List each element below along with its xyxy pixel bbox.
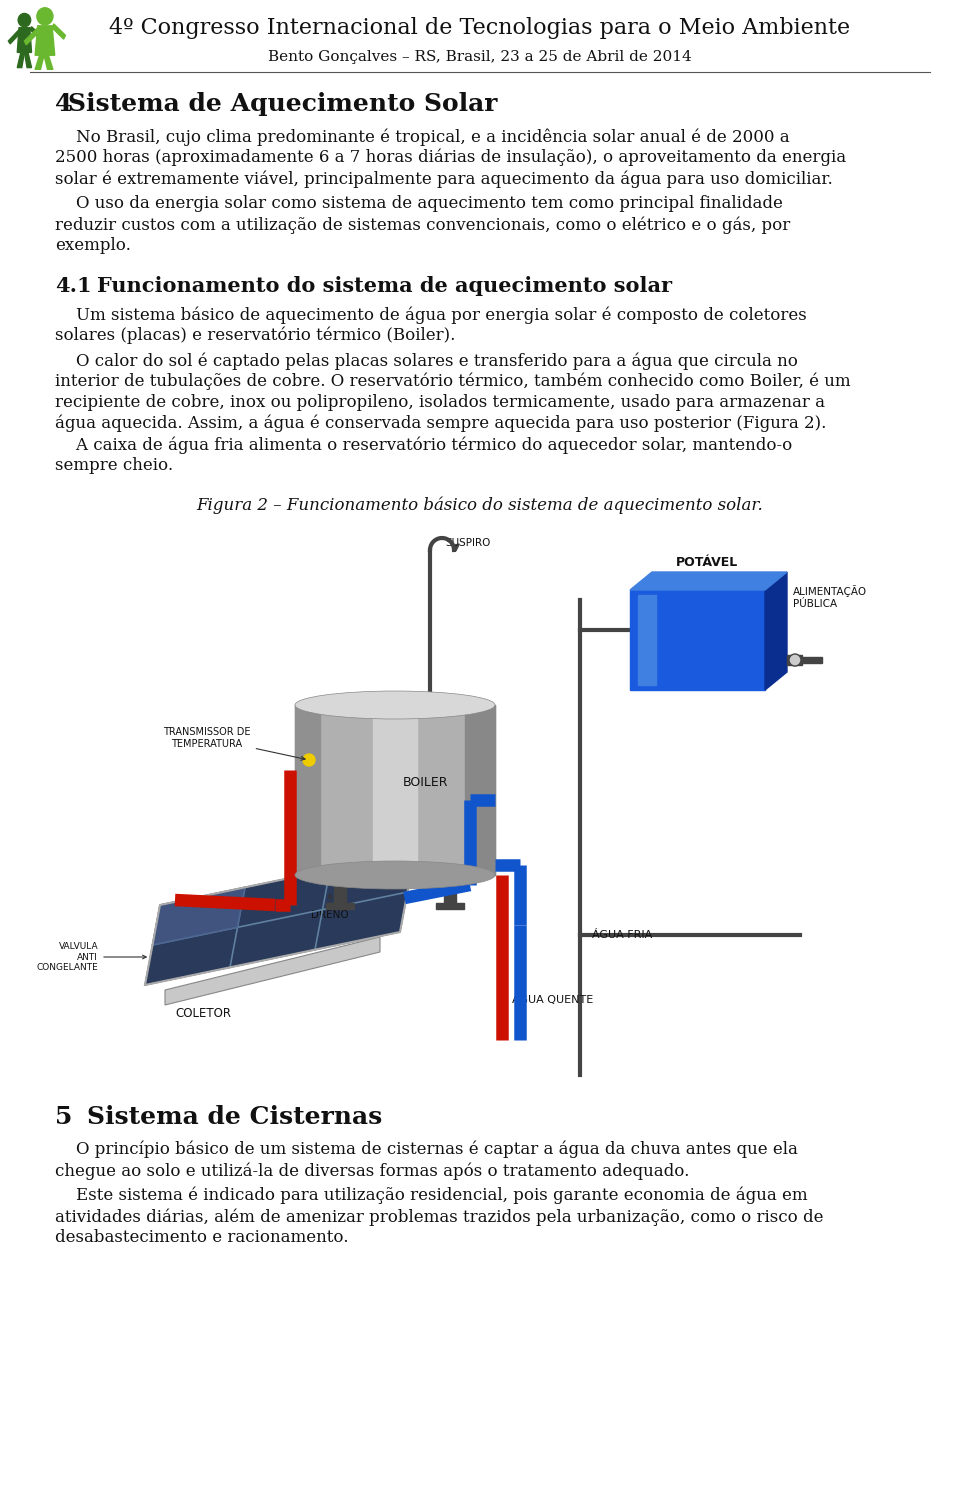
Polygon shape (17, 53, 24, 68)
Text: TRANSMISSOR DE
TEMPERATURA: TRANSMISSOR DE TEMPERATURA (163, 727, 305, 760)
Text: Funcionamento do sistema de aquecimento solar: Funcionamento do sistema de aquecimento … (97, 277, 672, 296)
Bar (326, 904, 354, 910)
Polygon shape (30, 27, 42, 39)
Polygon shape (9, 30, 21, 44)
Text: Sistema de Cisternas: Sistema de Cisternas (87, 1105, 382, 1129)
Polygon shape (24, 27, 39, 45)
Polygon shape (36, 26, 55, 56)
Polygon shape (165, 937, 380, 1005)
Text: recipiente de cobre, inox ou polipropileno, isolados termicamente, usado para ar: recipiente de cobre, inox ou polipropile… (55, 394, 825, 411)
Text: reduzir custos com a utilização de sistemas convencionais, como o elétrico e o g: reduzir custos com a utilização de siste… (55, 216, 790, 234)
Text: SUSPIRO: SUSPIRO (445, 538, 491, 548)
Text: COLETOR: COLETOR (175, 1006, 231, 1020)
Text: interior de tubulações de cobre. O reservatório térmico, também conhecido como B: interior de tubulações de cobre. O reser… (55, 373, 851, 390)
Polygon shape (44, 56, 53, 70)
Text: No Brasil, cujo clima predominante é tropical, e a incidência solar anual é de 2: No Brasil, cujo clima predominante é tro… (55, 128, 790, 145)
Text: ÁGUA FRIA: ÁGUA FRIA (592, 929, 652, 940)
Bar (373, 706, 417, 875)
Bar (444, 873, 456, 905)
Circle shape (18, 14, 31, 27)
Text: chegue ao solo e utilizá-la de diversas formas após o tratamento adequado.: chegue ao solo e utilizá-la de diversas … (55, 1162, 689, 1180)
Polygon shape (52, 24, 65, 39)
Text: 5: 5 (55, 1105, 72, 1129)
Bar (787, 654, 802, 665)
Ellipse shape (295, 691, 495, 719)
Bar (802, 657, 822, 663)
Text: VALVULA
ANTI
CONGELANTE: VALVULA ANTI CONGELANTE (36, 941, 146, 972)
Bar (295, 706, 495, 875)
Text: Sistema de Aquecimento Solar: Sistema de Aquecimento Solar (68, 92, 497, 116)
Text: ÁGUA QUENTE: ÁGUA QUENTE (512, 994, 593, 1005)
Text: 4: 4 (55, 92, 72, 116)
Text: ALIMENTAÇÃO
PÚBLICA: ALIMENTAÇÃO PÚBLICA (793, 585, 867, 609)
Text: solares (placas) e reservatório térmico (Boiler).: solares (placas) e reservatório térmico … (55, 326, 455, 345)
Text: 2500 horas (aproximadamente 6 a 7 horas diárias de insulação), o aproveitamento : 2500 horas (aproximadamente 6 a 7 horas … (55, 150, 846, 166)
Text: exemplo.: exemplo. (55, 237, 131, 254)
Text: DRENO: DRENO (311, 895, 348, 920)
Text: 4.1: 4.1 (55, 277, 91, 296)
Text: água aquecida. Assim, a água é conservada sempre aquecida para uso posterior (Fi: água aquecida. Assim, a água é conservad… (55, 416, 827, 432)
Bar (334, 873, 346, 905)
Text: atividades diárias, além de amenizar problemas trazidos pela urbanização, como o: atividades diárias, além de amenizar pro… (55, 1207, 824, 1225)
Text: Bento Gonçalves – RS, Brasil, 23 a 25 de Abril de 2014: Bento Gonçalves – RS, Brasil, 23 a 25 de… (268, 50, 692, 63)
Polygon shape (630, 573, 787, 589)
Text: POTÁVEL: POTÁVEL (676, 556, 738, 568)
Polygon shape (765, 573, 787, 691)
Text: Figura 2 – Funcionamento básico do sistema de aquecimento solar.: Figura 2 – Funcionamento básico do siste… (197, 496, 763, 514)
Text: Este sistema é indicado para utilização residencial, pois garante economia de ág: Este sistema é indicado para utilização … (55, 1188, 807, 1204)
Text: O princípio básico de um sistema de cisternas é captar a água da chuva antes que: O princípio básico de um sistema de cist… (55, 1141, 798, 1159)
Text: BOILER: BOILER (403, 775, 448, 789)
Circle shape (36, 8, 53, 24)
Ellipse shape (295, 861, 495, 888)
Polygon shape (36, 56, 44, 70)
Text: solar é extremamente viável, principalmente para aquecimento da água para uso do: solar é extremamente viável, principalme… (55, 171, 832, 187)
Text: desabastecimento e racionamento.: desabastecimento e racionamento. (55, 1228, 348, 1247)
Polygon shape (153, 887, 245, 944)
Polygon shape (24, 53, 32, 68)
Bar (465, 706, 495, 875)
Circle shape (789, 654, 801, 666)
Polygon shape (145, 852, 415, 985)
Bar (638, 595, 656, 684)
Bar (436, 904, 464, 910)
Text: Um sistema básico de aquecimento de água por energia solar é composto de coletor: Um sistema básico de aquecimento de água… (55, 307, 806, 323)
Bar (630, 589, 765, 691)
Circle shape (303, 754, 315, 766)
Text: 4º Congresso Internacional de Tecnologias para o Meio Ambiente: 4º Congresso Internacional de Tecnologia… (109, 17, 851, 39)
Text: O calor do sol é captado pelas placas solares e transferido para a água que circ: O calor do sol é captado pelas placas so… (55, 352, 798, 370)
Bar (295, 706, 320, 875)
Polygon shape (17, 27, 32, 53)
Text: A caixa de água fria alimenta o reservatório térmico do aquecedor solar, mantend: A caixa de água fria alimenta o reservat… (55, 437, 792, 453)
Text: O uso da energia solar como sistema de aquecimento tem como principal finalidade: O uso da energia solar como sistema de a… (55, 195, 782, 212)
Text: sempre cheio.: sempre cheio. (55, 456, 173, 474)
